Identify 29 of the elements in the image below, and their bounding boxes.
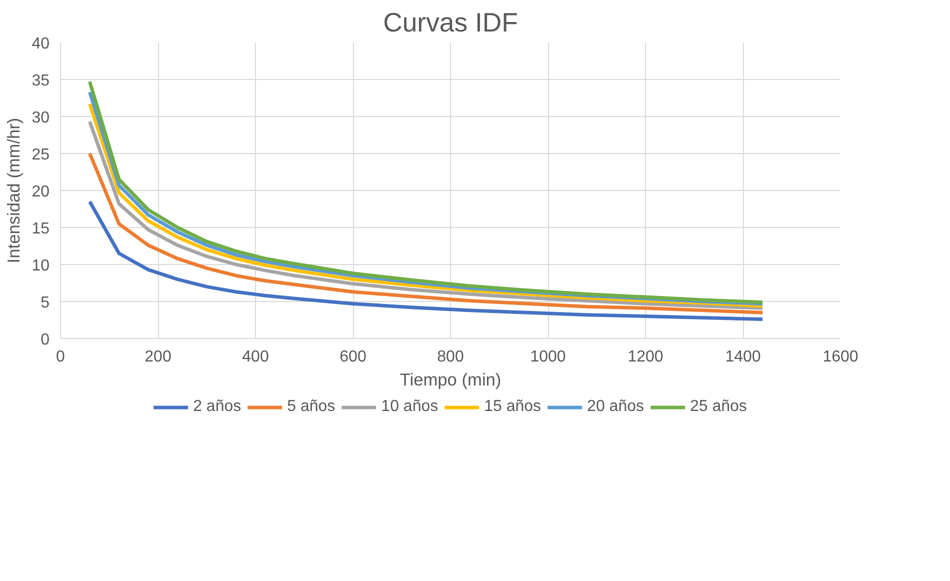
legend-label: 15 años bbox=[484, 398, 542, 416]
x-axis-title: Tiempo (min) bbox=[400, 370, 502, 390]
legend-label: 2 años bbox=[193, 398, 242, 416]
x-tick-label: 1400 bbox=[725, 348, 761, 366]
y-axis-title: Intensidad (mm/hr) bbox=[4, 118, 24, 264]
x-tick-label: 400 bbox=[242, 348, 269, 366]
x-tick-label: 200 bbox=[144, 348, 172, 366]
chart-title: Curvas IDF bbox=[383, 8, 518, 38]
y-tick-label: 20 bbox=[32, 184, 50, 200]
line-series bbox=[88, 152, 764, 314]
x-tick-label: 600 bbox=[340, 348, 366, 366]
y-tick-label: 15 bbox=[32, 220, 50, 238]
y-tick-label: 25 bbox=[32, 146, 50, 164]
y-tick-label: 0 bbox=[40, 332, 50, 348]
y-tick-label: 40 bbox=[32, 36, 50, 52]
legend-label: 25 años bbox=[690, 398, 747, 416]
y-tick-label: 30 bbox=[32, 110, 50, 126]
line-series bbox=[88, 200, 764, 322]
y-tick-label: 35 bbox=[32, 72, 50, 90]
y-tick-label: 5 bbox=[40, 294, 50, 312]
x-tick-label: 800 bbox=[437, 348, 464, 366]
x-tick-label: 1200 bbox=[628, 348, 664, 366]
legend-label: 10 años bbox=[381, 398, 438, 416]
legend-label: 20 años bbox=[587, 398, 644, 416]
x-tick-label: 1000 bbox=[530, 348, 566, 366]
legend-label: 5 años bbox=[287, 398, 336, 416]
y-tick-label: 10 bbox=[32, 258, 50, 274]
x-tick-label: 1600 bbox=[822, 348, 858, 366]
x-tick-label: 0 bbox=[56, 348, 66, 366]
